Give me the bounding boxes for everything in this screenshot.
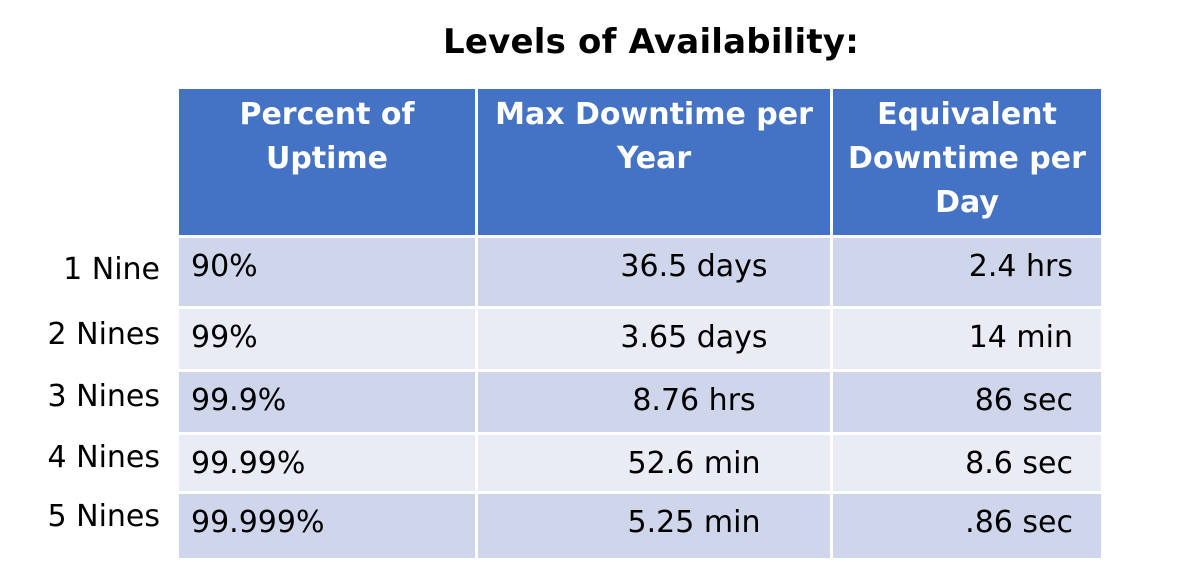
cell-day: .86 sec <box>833 494 1101 558</box>
cell-year: 8.76 hrs <box>478 372 830 432</box>
header-max-downtime-per-year: Max Downtime per Year <box>478 89 830 235</box>
row-label-3-nines: 3 Nines <box>47 379 161 414</box>
cell-percent: 90% <box>179 238 475 306</box>
cell-year: 36.5 days <box>478 238 830 306</box>
table-row: 99.999% 5.25 min .86 sec <box>179 494 1101 558</box>
table-row: 99% 3.65 days 14 min <box>179 309 1101 369</box>
row-label-2-nines: 2 Nines <box>47 317 161 352</box>
cell-day: 86 sec <box>833 372 1101 432</box>
header-percent-of-uptime: Percent of Uptime <box>179 89 475 235</box>
table-row: 99.9% 8.76 hrs 86 sec <box>179 372 1101 432</box>
cell-year: 5.25 min <box>478 494 830 558</box>
cell-year: 3.65 days <box>478 309 830 369</box>
cell-percent: 99.99% <box>179 435 475 491</box>
table-row: 99.99% 52.6 min 8.6 sec <box>179 435 1101 491</box>
availability-table: Percent of Uptime Max Downtime per Year … <box>176 86 1104 561</box>
row-label-4-nines: 4 Nines <box>47 440 161 475</box>
cell-percent: 99% <box>179 309 475 369</box>
cell-percent: 99.9% <box>179 372 475 432</box>
cell-day: 2.4 hrs <box>833 238 1101 306</box>
cell-day: 8.6 sec <box>833 435 1101 491</box>
table-header-row: Percent of Uptime Max Downtime per Year … <box>179 89 1101 235</box>
page-title: Levels of Availability: <box>442 22 860 62</box>
cell-day: 14 min <box>833 309 1101 369</box>
table-row: 90% 36.5 days 2.4 hrs <box>179 238 1101 306</box>
cell-year: 52.6 min <box>478 435 830 491</box>
header-equivalent-downtime-per-day: Equivalent Downtime per Day <box>833 89 1101 235</box>
row-label-1-nine: 1 Nine <box>63 252 160 287</box>
row-label-5-nines: 5 Nines <box>47 499 161 534</box>
cell-percent: 99.999% <box>179 494 475 558</box>
